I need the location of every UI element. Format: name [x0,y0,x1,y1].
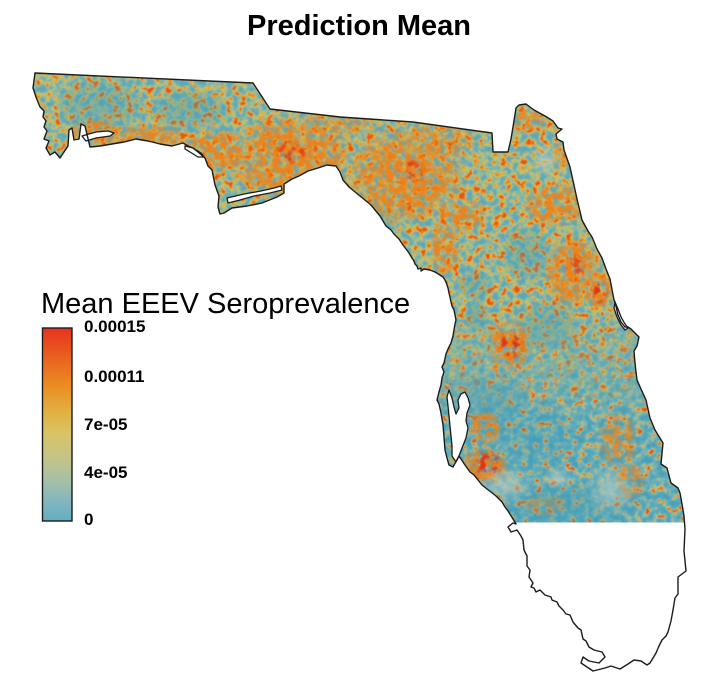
svg-text:Prediction Mean: Prediction Mean [247,10,471,42]
svg-text:4e-05: 4e-05 [84,463,127,482]
svg-text:Mean EEEV Seroprevalence: Mean EEEV Seroprevalence [41,288,410,320]
svg-text:0.00011: 0.00011 [84,367,145,386]
svg-text:0: 0 [84,510,93,529]
svg-text:0.00015: 0.00015 [84,317,145,336]
svg-text:7e-05: 7e-05 [84,415,127,434]
